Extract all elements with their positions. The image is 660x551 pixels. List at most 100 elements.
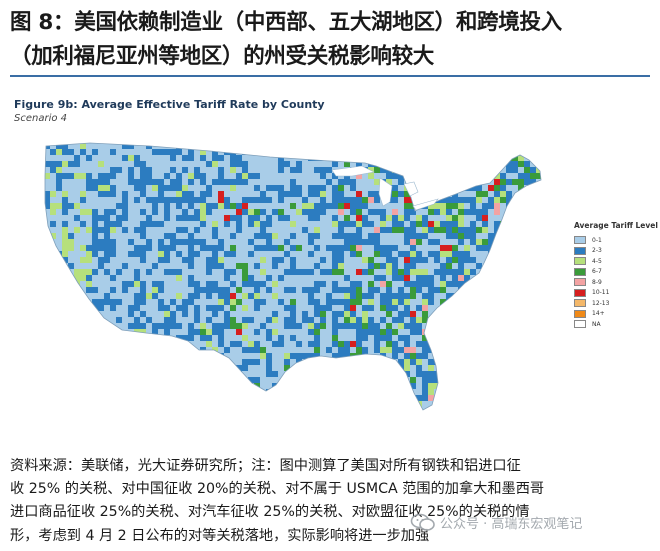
county-cell [530,203,536,209]
county-cell [368,197,374,203]
county-cell [470,185,476,191]
figure-subtitle: Scenario 4 [14,113,68,124]
county-cell [254,305,260,311]
county-cell [278,257,284,263]
county-cell [404,269,410,275]
county-cell [308,209,314,215]
county-cell [428,389,434,395]
county-cell [122,287,128,293]
county-cell [188,179,194,185]
county-cell [428,227,434,233]
county-cell [290,149,296,155]
county-cell [164,197,170,203]
county-cell [194,251,200,257]
county-cell [512,383,518,389]
county-cell [86,287,92,293]
county-cell [482,239,488,245]
county-cell [452,257,458,263]
county-cell [428,377,434,383]
county-cell [476,371,482,377]
county-cell [416,143,422,149]
county-cell [188,407,194,410]
county-cell [110,353,116,359]
county-cell [176,347,182,353]
county-cell [512,359,518,365]
county-cell [236,395,242,401]
county-cell [50,287,56,293]
county-cell [380,263,386,269]
county-cell [212,149,218,155]
county-cell [458,209,464,215]
county-cell [98,227,104,233]
county-cell [212,233,218,239]
county-cell [116,365,122,371]
county-cell [224,401,230,407]
county-cell [386,269,392,275]
county-cell [152,377,158,383]
county-cell [260,233,266,239]
county-cell [380,215,386,221]
county-cell [332,377,338,383]
county-cell [416,257,422,263]
county-cell [350,305,356,311]
county-cell [140,311,146,317]
county-cell [314,395,320,401]
county-cell [332,263,338,269]
county-cell [362,371,368,377]
county-cell [146,197,152,203]
county-cell [350,221,356,227]
county-cell [86,173,92,179]
county-cell [236,215,242,221]
county-cell [62,257,68,263]
county-cell [236,371,242,377]
county-cell [104,353,110,359]
county-cell [320,281,326,287]
county-cell [302,311,308,317]
county-cell [344,233,350,239]
county-cell [440,197,446,203]
county-cell [290,233,296,239]
county-cell [182,407,188,410]
county-cell [230,305,236,311]
title-divider [10,75,650,77]
legend-swatch [574,309,586,318]
county-cell [182,335,188,341]
county-cell [116,215,122,221]
county-cell [380,221,386,227]
county-cell [404,359,410,365]
county-cell [296,209,302,215]
county-cell [188,395,194,401]
county-cell [332,155,338,161]
county-cell [332,245,338,251]
county-cell [74,215,80,221]
county-cell [302,209,308,215]
county-cell [140,293,146,299]
county-cell [146,293,152,299]
county-cell [290,221,296,227]
county-cell [308,203,314,209]
county-cell [500,239,506,245]
county-cell [530,341,536,347]
county-cell [206,245,212,251]
county-cell [464,209,470,215]
county-cell [494,281,500,287]
county-cell [512,329,518,335]
county-cell [254,293,260,299]
county-cell [230,341,236,347]
county-cell [344,311,350,317]
county-cell [392,221,398,227]
county-cell [320,401,326,407]
county-cell [452,365,458,371]
county-cell [380,293,386,299]
county-cell [380,245,386,251]
county-cell [476,215,482,221]
county-cell [500,281,506,287]
county-cell [314,299,320,305]
county-cell [122,341,128,347]
county-cell [440,395,446,401]
county-cell [68,239,74,245]
county-cell [512,143,518,149]
county-cell [524,407,530,410]
county-cell [464,179,470,185]
county-cell [536,155,541,161]
